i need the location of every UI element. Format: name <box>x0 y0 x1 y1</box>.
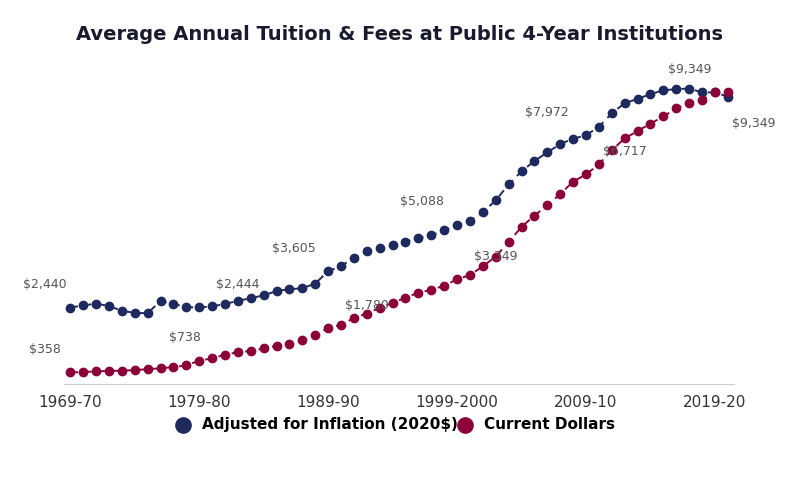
Text: $2,440: $2,440 <box>23 278 67 291</box>
Current Dollars <box>671 105 681 111</box>
Current Dollars <box>298 337 307 343</box>
Text: $3,605: $3,605 <box>271 242 315 254</box>
Current Dollars <box>465 272 474 278</box>
Legend: Adjusted for Inflation (2020$), Current Dollars: Adjusted for Inflation (2020$), Current … <box>176 409 622 440</box>
Text: $7,972: $7,972 <box>526 105 569 119</box>
Adjusted for Inflation (2020$) <box>426 232 436 238</box>
Current Dollars <box>117 368 126 374</box>
Line: Adjusted for Inflation (2020$): Adjusted for Inflation (2020$) <box>66 84 732 317</box>
Current Dollars <box>710 90 720 96</box>
Text: $1,780: $1,780 <box>345 298 389 311</box>
Text: $6,717: $6,717 <box>603 145 646 158</box>
Adjusted for Inflation (2020$) <box>388 242 398 248</box>
Adjusted for Inflation (2020$) <box>143 310 153 316</box>
Text: $9,349: $9,349 <box>732 117 775 130</box>
Adjusted for Inflation (2020$) <box>66 304 75 310</box>
Current Dollars <box>66 369 75 375</box>
Current Dollars <box>723 90 733 96</box>
Text: $9,349: $9,349 <box>668 63 712 76</box>
Adjusted for Inflation (2020$) <box>310 281 320 287</box>
Adjusted for Inflation (2020$) <box>504 182 514 188</box>
Line: Current Dollars: Current Dollars <box>66 88 732 377</box>
Text: $358: $358 <box>30 343 62 356</box>
Text: $738: $738 <box>170 331 202 344</box>
Text: $5,088: $5,088 <box>400 196 444 208</box>
Title: Average Annual Tuition & Fees at Public 4-Year Institutions: Average Annual Tuition & Fees at Public … <box>75 25 722 44</box>
Current Dollars <box>491 253 501 259</box>
Adjusted for Inflation (2020$) <box>723 94 733 99</box>
Text: $3,349: $3,349 <box>474 249 518 263</box>
Adjusted for Inflation (2020$) <box>478 209 488 215</box>
Current Dollars <box>375 305 385 311</box>
Adjusted for Inflation (2020$) <box>117 308 126 314</box>
Adjusted for Inflation (2020$) <box>684 86 694 92</box>
Text: $2,444: $2,444 <box>216 278 260 291</box>
